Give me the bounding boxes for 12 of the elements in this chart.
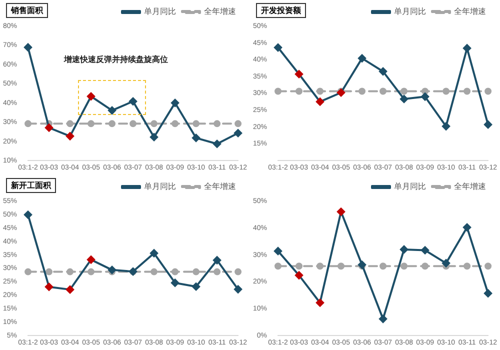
legend-label: 单月同比 [394, 7, 426, 16]
legend-label: 全年增速 [204, 182, 236, 192]
legend-label: 全年增速 [204, 7, 236, 16]
legend-label: 单月同比 [144, 7, 176, 16]
legend-label: 单月同比 [144, 182, 176, 192]
annotation: 增速快速反弹并持续盘旋高位 [63, 54, 168, 64]
legend-label: 单月同比 [394, 182, 426, 192]
chart-title: 新开工面积 [6, 178, 56, 193]
legend-label: 全年增速 [454, 7, 486, 16]
legend-label: 全年增速 [454, 182, 486, 192]
chart-title: 开发投资额 [256, 3, 306, 18]
chart-title: 销售面积 [6, 3, 48, 18]
